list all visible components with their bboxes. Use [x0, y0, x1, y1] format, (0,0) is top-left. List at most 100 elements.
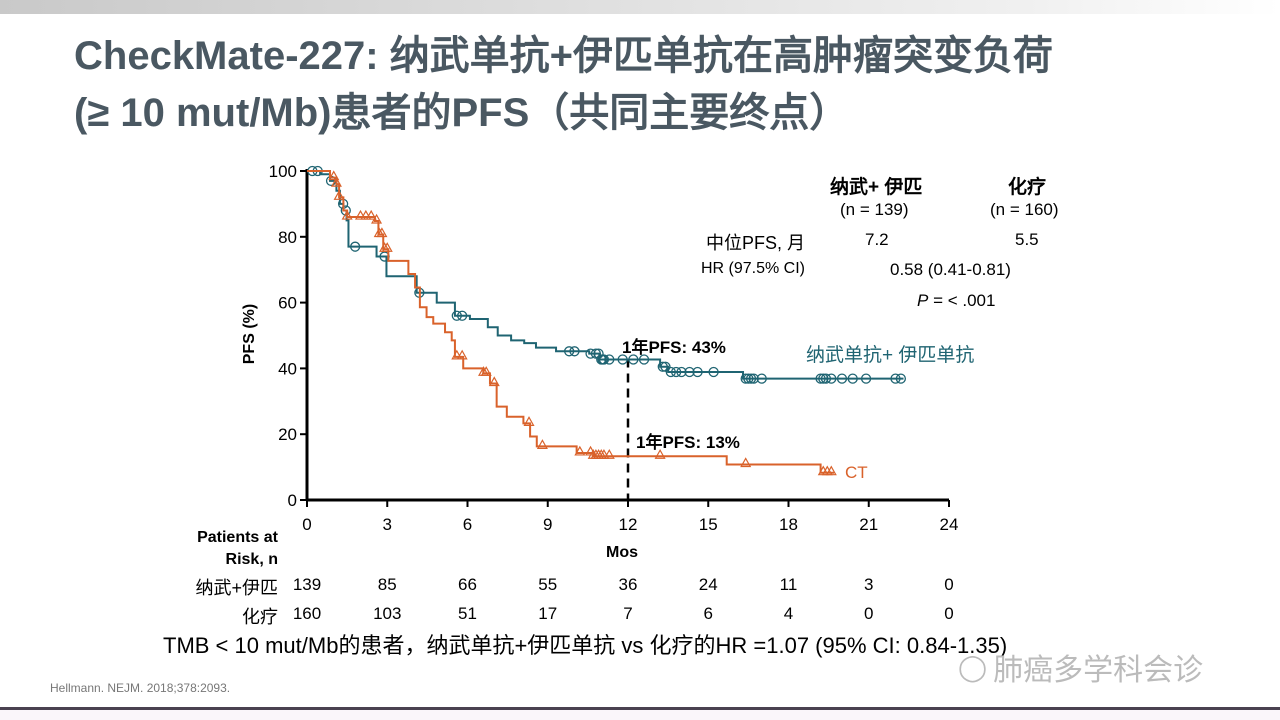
censor-mark-triangle: [360, 209, 372, 220]
p-value-text: = < .001: [928, 291, 996, 310]
x-tick-label: 21: [859, 515, 878, 534]
x-axis-label: Mos: [606, 544, 638, 561]
risk-table-header: Patients at Risk, n: [197, 527, 278, 571]
censor-mark-triangle: [330, 176, 342, 187]
censor-mark-circle: [585, 348, 596, 359]
median-pfs-nivo: 7.2: [865, 230, 889, 249]
censor-mark-circle: [708, 366, 719, 378]
bottom-divider: [0, 707, 1280, 710]
risk-count: 55: [538, 575, 558, 594]
censor-mark-triangle: [371, 213, 383, 224]
legend-nivo-ipi: 纳武单抗+ 伊匹单抗: [806, 345, 975, 366]
y-tick-label: 20: [278, 425, 297, 444]
median-pfs-ct: 5.5: [1015, 230, 1039, 249]
risk-count: 17: [538, 604, 558, 623]
slide-title-line1: CheckMate-227: 纳武单抗+伊匹单抗在高肿瘤突变负荷: [74, 34, 1054, 78]
risk-count: 7: [623, 604, 633, 623]
censor-mark-circle: [756, 373, 767, 384]
censor-mark-circle: [684, 366, 695, 378]
censor-mark-circle: [569, 346, 580, 357]
ct-1yr-pfs-annotation: 1年PFS: 13%: [636, 433, 740, 452]
x-tick-label: 24: [940, 515, 959, 534]
risk-count: 103: [373, 604, 402, 623]
y-tick-label: 80: [278, 228, 297, 247]
risk-row-label: 纳武+伊匹: [195, 578, 278, 598]
censor-mark-triangle: [480, 366, 492, 376]
y-axis-label: PFS (%): [241, 303, 258, 365]
wechat-icon: ◯: [958, 651, 988, 682]
risk-count: 0: [864, 604, 874, 623]
censor-mark-triangle: [536, 439, 548, 449]
stats-col2-header: 化疗: [1008, 177, 1047, 198]
citation: Hellmann. NEJM. 2018;378:2093.: [50, 681, 231, 695]
censor-mark-triangle: [574, 445, 586, 456]
censor-mark-triangle: [488, 376, 500, 387]
risk-count: 36: [618, 575, 638, 594]
legend-ct: CT: [845, 463, 868, 482]
y-tick-label: 40: [278, 359, 297, 378]
risk-row-label: 化疗: [242, 607, 278, 627]
censor-mark-circle: [748, 373, 759, 384]
censor-mark-circle: [818, 373, 829, 384]
censor-mark-triangle: [365, 209, 377, 220]
y-tick-label: 60: [278, 294, 297, 313]
censor-mark-triangle: [598, 449, 610, 459]
censor-mark-triangle: [354, 209, 367, 220]
risk-count: 51: [458, 604, 477, 623]
censor-mark-circle: [665, 366, 676, 378]
hr-label: HR (97.5% CI): [700, 260, 805, 277]
slide-title: CheckMate-227: 纳武单抗+伊匹单抗在高肿瘤突变负荷 (≥ 10 m…: [74, 28, 1053, 142]
censor-mark-circle: [451, 310, 462, 321]
censor-mark-circle: [820, 373, 832, 384]
censor-mark-triangle: [456, 349, 468, 360]
hr-value: 0.58 (0.41-0.81): [890, 260, 1011, 279]
censor-mark-circle: [671, 366, 682, 378]
censor-mark-circle: [628, 354, 639, 365]
censor-mark-circle: [836, 373, 848, 384]
censor-mark-circle: [676, 366, 687, 378]
y-tick-label: 100: [269, 162, 297, 181]
risk-count: 85: [377, 575, 397, 594]
risk-count: 24: [698, 575, 718, 594]
censor-mark-circle: [598, 354, 610, 365]
censor-mark-circle: [617, 354, 628, 365]
x-tick-label: 18: [779, 515, 798, 534]
censor-mark-triangle: [341, 209, 353, 220]
watermark: ◯ 肺癌多学科会诊: [958, 645, 1203, 689]
censor-mark-triangle: [603, 449, 615, 459]
footnote-tmb: TMB < 10 mut/Mb的患者，纳武单抗+伊匹单抗 vs 化疗的HR =1…: [163, 633, 1008, 658]
risk-count: 139: [292, 575, 322, 594]
censor-mark-circle: [349, 241, 361, 252]
censor-mark-triangle: [451, 349, 463, 360]
censor-mark-circle: [456, 310, 468, 321]
risk-header-line2: Risk, n: [225, 551, 278, 568]
p-value: P = < .001: [917, 291, 995, 311]
bottom-band: [0, 710, 1280, 720]
watermark-text: 肺癌多学科会诊: [993, 654, 1204, 687]
risk-count: 4: [783, 604, 794, 623]
censor-mark-circle: [815, 373, 826, 384]
censor-mark-triangle: [523, 416, 535, 426]
top-gradient-bar: [0, 0, 1280, 14]
stats-col1-n: (n = 139): [840, 200, 909, 219]
nivo-1yr-pfs-annotation: 1年PFS: 43%: [622, 338, 726, 357]
censor-mark-circle: [660, 361, 671, 372]
censor-mark-triangle: [333, 190, 345, 200]
stats-col2-n: (n = 160): [990, 200, 1059, 219]
censor-mark-circle: [590, 348, 602, 359]
km-curve-ct: [307, 170, 834, 474]
risk-count: 66: [458, 575, 477, 594]
y-tick-label: 0: [288, 491, 297, 510]
censor-mark-triangle: [654, 449, 666, 459]
censor-mark-circle: [745, 373, 757, 384]
x-tick-label: 6: [463, 515, 472, 534]
censor-mark-triangle: [740, 457, 752, 468]
stats-col1-header: 纳武+ 伊匹: [830, 177, 923, 198]
risk-count: 0: [944, 575, 954, 594]
p-label: P: [917, 291, 929, 310]
x-tick-label: 12: [619, 515, 638, 534]
censor-mark-triangle: [328, 170, 340, 181]
x-tick-label: 0: [302, 515, 311, 534]
risk-count: 160: [292, 604, 322, 623]
censor-mark-circle: [847, 373, 858, 384]
